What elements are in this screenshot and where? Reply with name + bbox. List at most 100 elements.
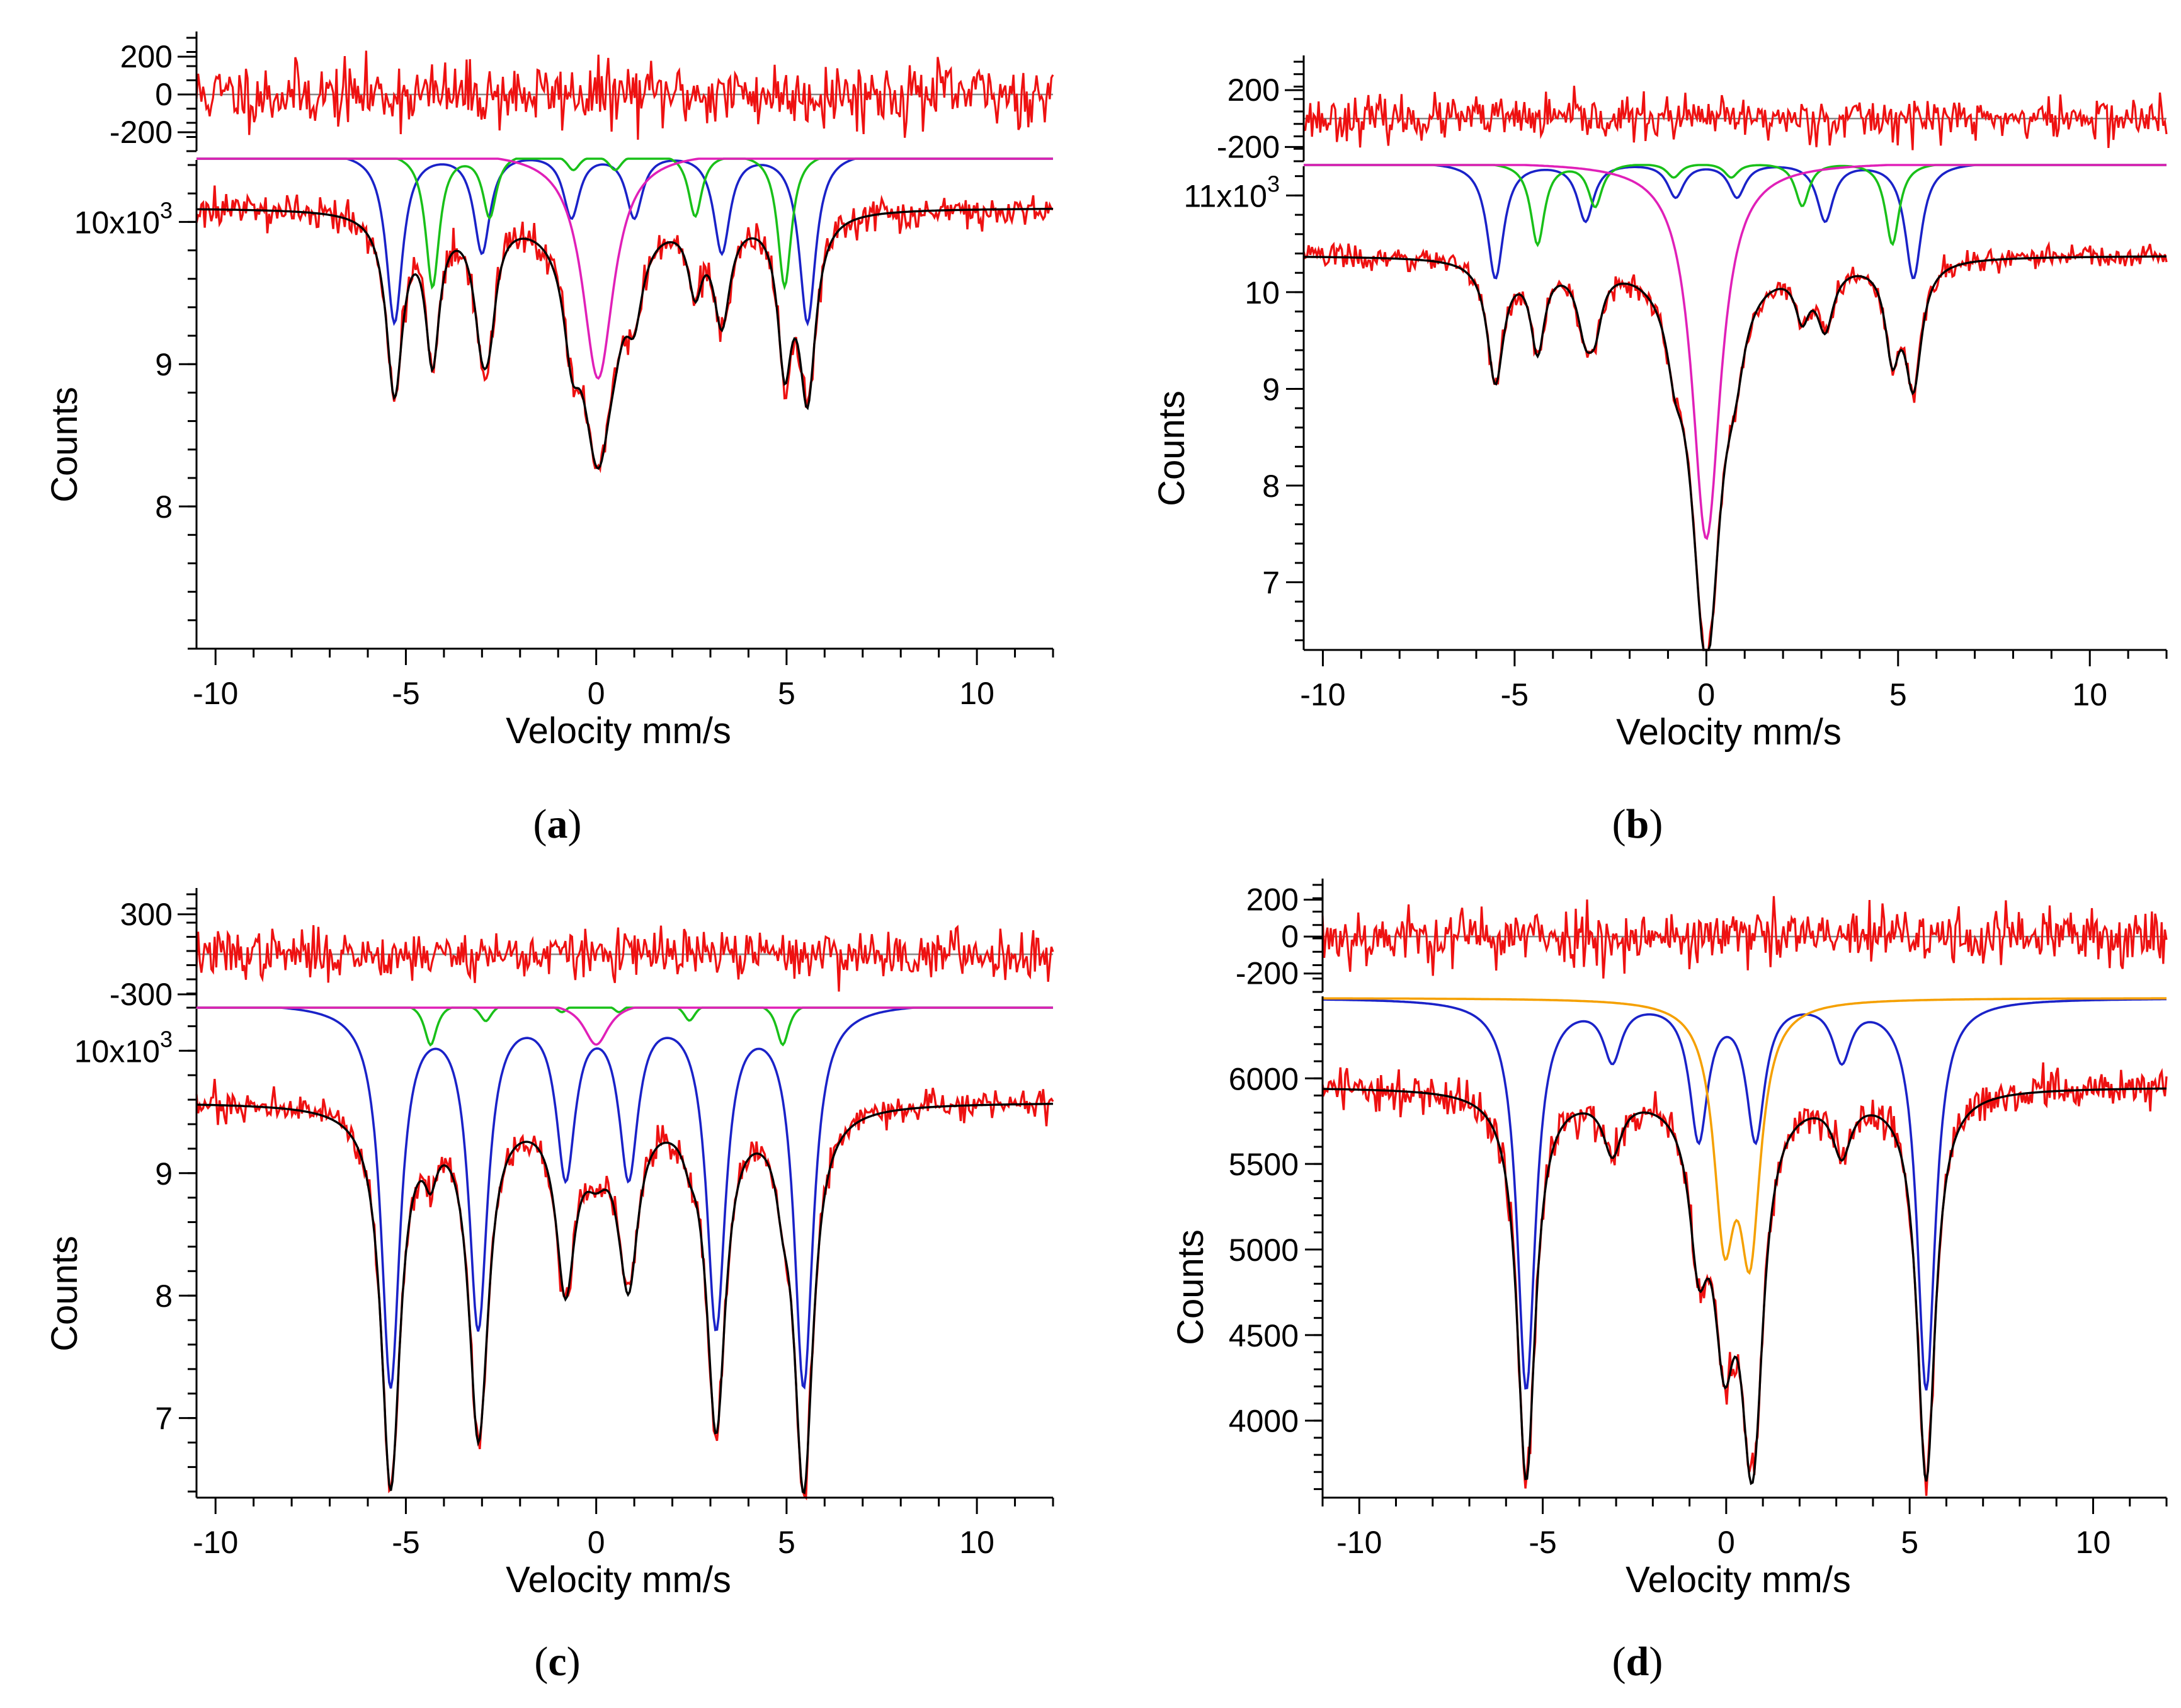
y-tick-label: 10x103 [74,197,173,240]
y-tick-label: 11x103 [1183,171,1280,214]
x-tick-label: 0 [1697,677,1715,712]
component-sextet-blue [196,1006,1053,1390]
y-tick-label: 5000 [1229,1233,1299,1268]
panel-label-letter: a [547,801,568,847]
residual-tick-label: -300 [110,977,173,1012]
x-tick-label: -5 [392,676,419,711]
residual-tick-label: 0 [1281,919,1299,954]
x-axis-title: Velocity mm/s [1616,712,1842,753]
x-tick-label: 5 [778,676,795,711]
panel-label-open: ( [1612,1639,1626,1685]
data-series [195,185,1054,474]
y-tick-label-exponent: 3 [160,1026,173,1052]
panel-label-letter: b [1626,801,1649,847]
x-tick-label: -5 [1501,677,1529,712]
x-tick-label: 10 [959,1525,994,1560]
x-tick-label: 10 [2076,1525,2111,1560]
y-axis-title: Counts [44,1236,85,1352]
residual-tick-label: -200 [1236,956,1299,991]
residual-tick-label: 300 [120,897,173,932]
panel-label: (d) [1612,1639,1663,1685]
y-tick-label-base: 11x10 [1183,178,1267,214]
x-tick-label: 5 [1889,677,1907,712]
panel-label-letter: c [548,1639,566,1685]
panel-label-close: ) [568,801,582,847]
y-tick-label: 7 [1262,566,1280,601]
residual-tick-label: 0 [155,77,173,112]
panel-label: (c) [534,1639,580,1685]
residual-tick-label: -200 [110,115,173,150]
fit-series [1303,255,2167,651]
panel-b: 200 -200 7 8 9 10 11x103 -10 -5 0 5 10 Velocity mm/s… [1151,55,2168,847]
x-tick-label: 0 [588,676,605,711]
x-axis-title: Velocity mm/s [1626,1559,1851,1600]
y-axis-title: Counts [44,387,85,503]
y-tick-label: 9 [155,347,173,382]
y-tick-label: 8 [155,489,173,525]
component-singlet-magenta [196,1006,1053,1046]
y-axis-title: Counts [1170,1229,1211,1345]
residual-tick-label: -200 [1217,129,1280,164]
x-tick-label: -10 [193,676,238,711]
y-tick-label: 5500 [1229,1147,1299,1182]
y-tick-label-base: 10x10 [74,205,160,240]
x-tick-label: 10 [2072,677,2107,712]
y-tick-label-exponent: 3 [1267,171,1280,196]
x-tick-label: -10 [1336,1525,1382,1560]
panel-c: 300 -300 7 8 9 10x103 -10 -5 0 5 10 Velocity mm/s Co… [44,888,1054,1685]
panel-label-open: ( [534,1639,548,1685]
y-tick-label-base: 10x10 [74,1033,160,1069]
x-axis-title: Velocity mm/s [506,710,731,751]
y-tick-label: 10x103 [74,1026,173,1069]
component-doublet-orange [1323,997,2167,1275]
residual-series [1303,86,2168,151]
residual-series [195,50,1054,140]
residual-series [195,925,1054,992]
component-singlet-magenta [196,157,1053,380]
residual-tick-label: 200 [1227,72,1280,108]
fit-series [196,207,1053,470]
panel-label-close: ) [1649,801,1663,847]
x-tick-label: 0 [588,1525,605,1560]
y-tick-label: 7 [155,1401,173,1437]
x-tick-label: -5 [392,1525,419,1560]
panel-label-letter: d [1626,1639,1649,1685]
y-tick-label-exponent: 3 [160,197,173,223]
component-sextet-green [196,157,1053,290]
panel-label-close: ) [1649,1639,1663,1685]
x-tick-label: -5 [1529,1525,1556,1560]
residual-tick-label: 200 [1246,882,1299,917]
data-series [1302,241,2168,651]
x-tick-label: 0 [1717,1525,1735,1560]
y-tick-label: 10 [1244,275,1280,310]
x-tick-label: 5 [778,1525,795,1560]
panel-label-open: ( [533,801,547,847]
component-sextet-blue [1323,998,2167,1391]
x-tick-label: 5 [1901,1525,1918,1560]
panel-label: (a) [533,801,582,847]
component-sextet-blue [196,157,1053,327]
y-tick-label: 6000 [1229,1061,1299,1096]
x-axis-title: Velocity mm/s [506,1559,731,1600]
residual-tick-label: 200 [120,39,173,74]
x-tick-label: 10 [959,676,994,711]
component-sextet-green [196,1006,1053,1047]
y-tick-label: 8 [1262,469,1280,504]
y-axis-title: Counts [1151,390,1192,506]
component-singlet-magenta [1304,164,2167,540]
fit-series [196,1103,1053,1495]
component-sextet-green [1304,164,2167,248]
y-tick-label: 9 [155,1156,173,1192]
panel-label: (b) [1612,801,1663,847]
fit-series [1322,1087,2167,1486]
panel-label-open: ( [1612,801,1626,847]
y-tick-label: 4000 [1229,1404,1299,1439]
y-tick-label: 8 [155,1278,173,1314]
y-tick-label: 9 [1262,372,1280,407]
y-tick-label: 4500 [1229,1318,1299,1353]
x-tick-label: -10 [193,1525,238,1560]
x-tick-label: -10 [1300,677,1345,712]
